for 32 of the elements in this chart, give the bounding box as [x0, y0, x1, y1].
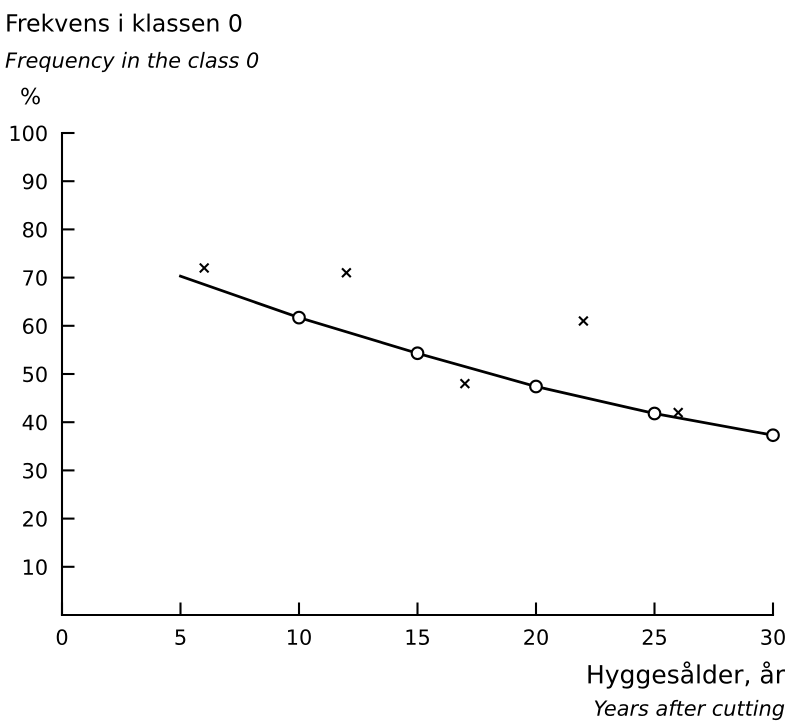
y-tick-label: 50 [23, 366, 47, 382]
y-tick-label: 100 [10, 125, 47, 142]
y-tick-label: 60 [23, 318, 47, 334]
x-tick-label: 5 [175, 630, 186, 646]
y-tick-label: 90 [22, 174, 47, 190]
chart-title: Frekvens i klassen 0 [7, 14, 242, 32]
x-tick-label: 20 [524, 629, 548, 646]
x-tick-label: 15 [406, 630, 429, 646]
y-axis-title: % [21, 88, 40, 104]
x-axis-title: Hyggesålder, år [588, 661, 785, 689]
point [459, 378, 470, 390]
chart-subtitle: Frequency in the class 0 [6, 52, 258, 72]
point [292, 310, 306, 324]
point [410, 346, 424, 360]
x-tick-label: 0 [56, 629, 68, 646]
point [648, 406, 662, 420]
y-tick-label: 80 [23, 222, 47, 238]
point [529, 380, 543, 394]
y-tick-label: 20 [23, 511, 47, 527]
point [578, 316, 589, 326]
point [766, 428, 780, 442]
point [198, 262, 210, 274]
y-tick-label: 70 [23, 270, 47, 286]
point [340, 267, 352, 278]
text: Years after cutting [594, 700, 784, 720]
y-tick-label: 40 [22, 414, 47, 430]
x-tick-label: 25 [642, 629, 666, 646]
x-tick-label: 10 [288, 629, 311, 646]
x-tick-label: 30 [761, 629, 785, 646]
y-tick-label: 10 [24, 559, 47, 576]
y-tick-label: 30 [23, 462, 47, 479]
point [672, 407, 684, 418]
